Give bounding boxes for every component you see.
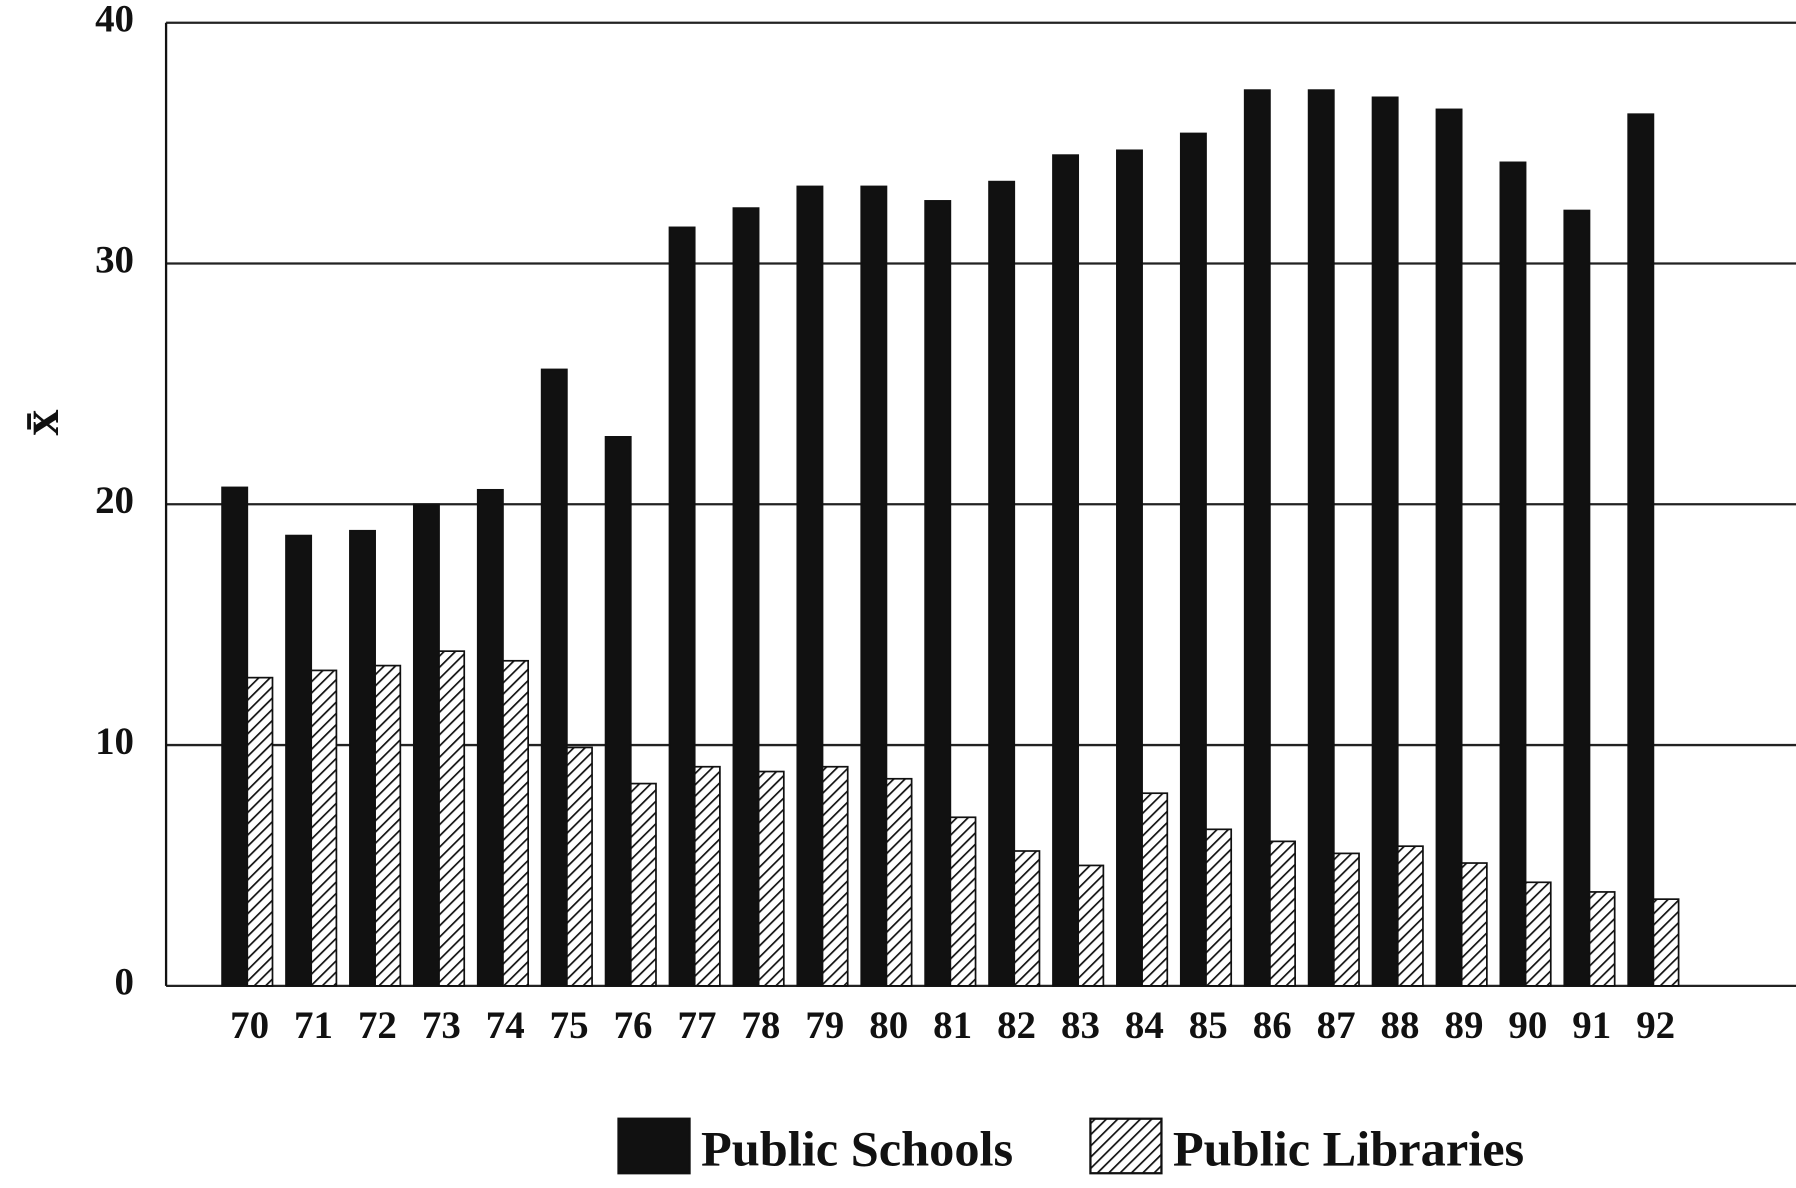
bar [566,746,593,987]
y-axis-label: x̄ [12,409,70,435]
bar [246,676,274,987]
legend-label: Public Schools [701,1121,1013,1177]
bar [860,185,888,987]
bar [1563,209,1591,987]
bar [988,180,1016,987]
x-tick-label: 77 [678,1004,717,1047]
bar [924,200,952,987]
x-tick-label: 76 [614,1004,653,1047]
x-tick-label: 89 [1444,1004,1483,1047]
x-tick-label: 82 [997,1004,1036,1047]
x-tick-label: 70 [230,1004,269,1047]
x-tick-label: 78 [741,1004,780,1047]
x-tick-label: 88 [1381,1004,1420,1047]
bar [1307,89,1335,987]
bar [1371,96,1399,987]
bar [476,488,504,987]
bar [757,770,785,987]
bar [1588,891,1616,987]
y-tick-label: 10 [95,720,134,763]
x-tick-label: 91 [1572,1004,1611,1047]
bar [349,529,376,987]
bar [1652,898,1680,987]
bar [412,503,440,987]
bar [1269,840,1296,987]
bar [1205,828,1233,987]
x-tick-label: 83 [1061,1004,1100,1047]
bar [629,782,657,987]
legend-swatch [1089,1117,1163,1175]
x-tick-label: 73 [422,1004,461,1047]
bar [1460,862,1488,987]
x-tick-label: 81 [933,1004,972,1047]
bar [1332,852,1360,987]
bar [796,185,824,987]
y-tick-label: 20 [95,479,134,522]
bar [1052,154,1080,987]
x-tick-label: 80 [869,1004,908,1047]
bar [221,486,249,987]
x-tick-label: 85 [1189,1004,1228,1047]
bar [732,207,760,987]
x-tick-label: 72 [358,1004,397,1047]
bar [310,669,338,987]
bar [1499,161,1527,987]
bar [1396,845,1424,987]
x-tick-label: 86 [1253,1004,1292,1047]
bar [285,534,313,987]
bar [885,777,913,987]
x-tick-label: 84 [1125,1004,1164,1047]
bar [1141,792,1169,987]
bar [1435,108,1463,987]
bar [1013,850,1041,987]
legend-swatch [617,1117,691,1175]
y-tick-label: 0 [115,961,134,1004]
bar [438,650,466,987]
legend-label: Public Libraries [1173,1121,1524,1177]
x-tick-label: 74 [486,1004,525,1047]
y-tick-label: 30 [95,239,134,282]
bar [604,436,632,987]
bar [949,816,977,987]
bar [1179,132,1207,987]
bar [821,765,849,987]
x-tick-label: 79 [805,1004,844,1047]
x-tick-label: 75 [550,1004,589,1047]
x-tick-label: 90 [1508,1004,1547,1047]
bar [1243,89,1271,987]
bar [1524,881,1552,987]
bar [693,765,721,987]
x-tick-label: 71 [294,1004,333,1047]
bar [502,659,530,987]
bar [540,368,568,987]
bar [668,226,696,987]
x-tick-label: 87 [1317,1004,1356,1047]
bar [374,664,402,987]
x-tick-label: 92 [1636,1004,1675,1047]
bar [1116,149,1143,987]
y-tick-label: 40 [95,0,134,41]
bar [1077,864,1105,987]
bar [1627,113,1655,987]
